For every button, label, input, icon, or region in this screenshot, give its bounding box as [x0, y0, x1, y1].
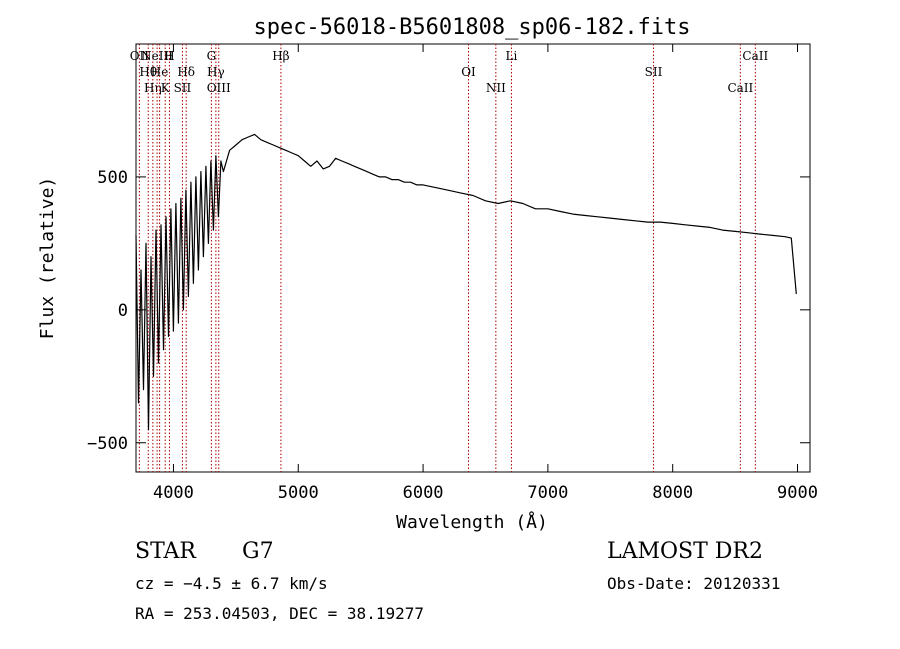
redshift-text: cz = −4.5 ± 6.7 km/s — [135, 574, 328, 593]
line-marker-label: NII — [486, 81, 506, 95]
y-tick-label: −500 — [87, 434, 128, 454]
plot-frame — [135, 43, 811, 473]
line-marker-label: CaII — [742, 49, 768, 63]
object-subclass: G7 — [242, 539, 274, 564]
line-marker-label: CaII — [727, 81, 753, 95]
x-tick-label: 7000 — [527, 483, 568, 503]
line-marker-label: SII — [174, 81, 192, 95]
y-axis-label: Flux (relative) — [37, 177, 58, 340]
x-tick-label: 8000 — [652, 483, 693, 503]
line-markers: OIIHθHηNeIIIHeKHHδSIIGHγOIIIHβOINIILiSII… — [130, 44, 768, 472]
x-tick-label: 5000 — [278, 483, 319, 503]
x-tick-label: 6000 — [403, 483, 444, 503]
line-marker-label: SII — [645, 65, 663, 79]
object-class: STAR — [135, 539, 197, 564]
line-marker-label: Hη — [144, 81, 162, 95]
line-marker-label: G — [207, 49, 217, 63]
chart-title: spec-56018-B5601808_sp06-182.fits — [253, 15, 690, 40]
x-axis-label: Wavelength (Å) — [396, 511, 548, 533]
line-marker-label: Hδ — [177, 65, 195, 79]
line-marker-label: H — [164, 49, 174, 63]
line-marker-label: OI — [461, 65, 476, 79]
y-tick-label: 0 — [118, 301, 128, 321]
line-marker-label: He — [151, 65, 169, 79]
line-marker-label: OIII — [207, 81, 231, 95]
obs-date: Obs-Date: 20120331 — [607, 574, 780, 593]
line-marker-label: Li — [506, 49, 518, 63]
x-tick-label: 9000 — [777, 483, 818, 503]
x-axis-ticks: 4000 5000 6000 7000 8000 9000 — [153, 44, 818, 503]
survey-label: LAMOST DR2 — [607, 539, 763, 564]
plot-area: OIIHθHηNeIIIHeKHHδSIIGHγOIIIHβOINIILiSII… — [87, 43, 818, 503]
series — [135, 133, 797, 431]
line-marker-label: K — [161, 81, 171, 95]
line-marker-label: OII — [130, 49, 150, 63]
line-marker-label: Hγ — [207, 65, 225, 79]
line-marker-label: Hβ — [272, 49, 289, 63]
y-tick-label: 500 — [97, 168, 128, 188]
radec-text: RA = 253.04503, DEC = 38.19277 — [135, 604, 424, 623]
x-tick-label: 4000 — [153, 483, 194, 503]
spectrum-line — [135, 133, 797, 431]
y-axis-ticks: −500 0 500 — [87, 168, 810, 454]
